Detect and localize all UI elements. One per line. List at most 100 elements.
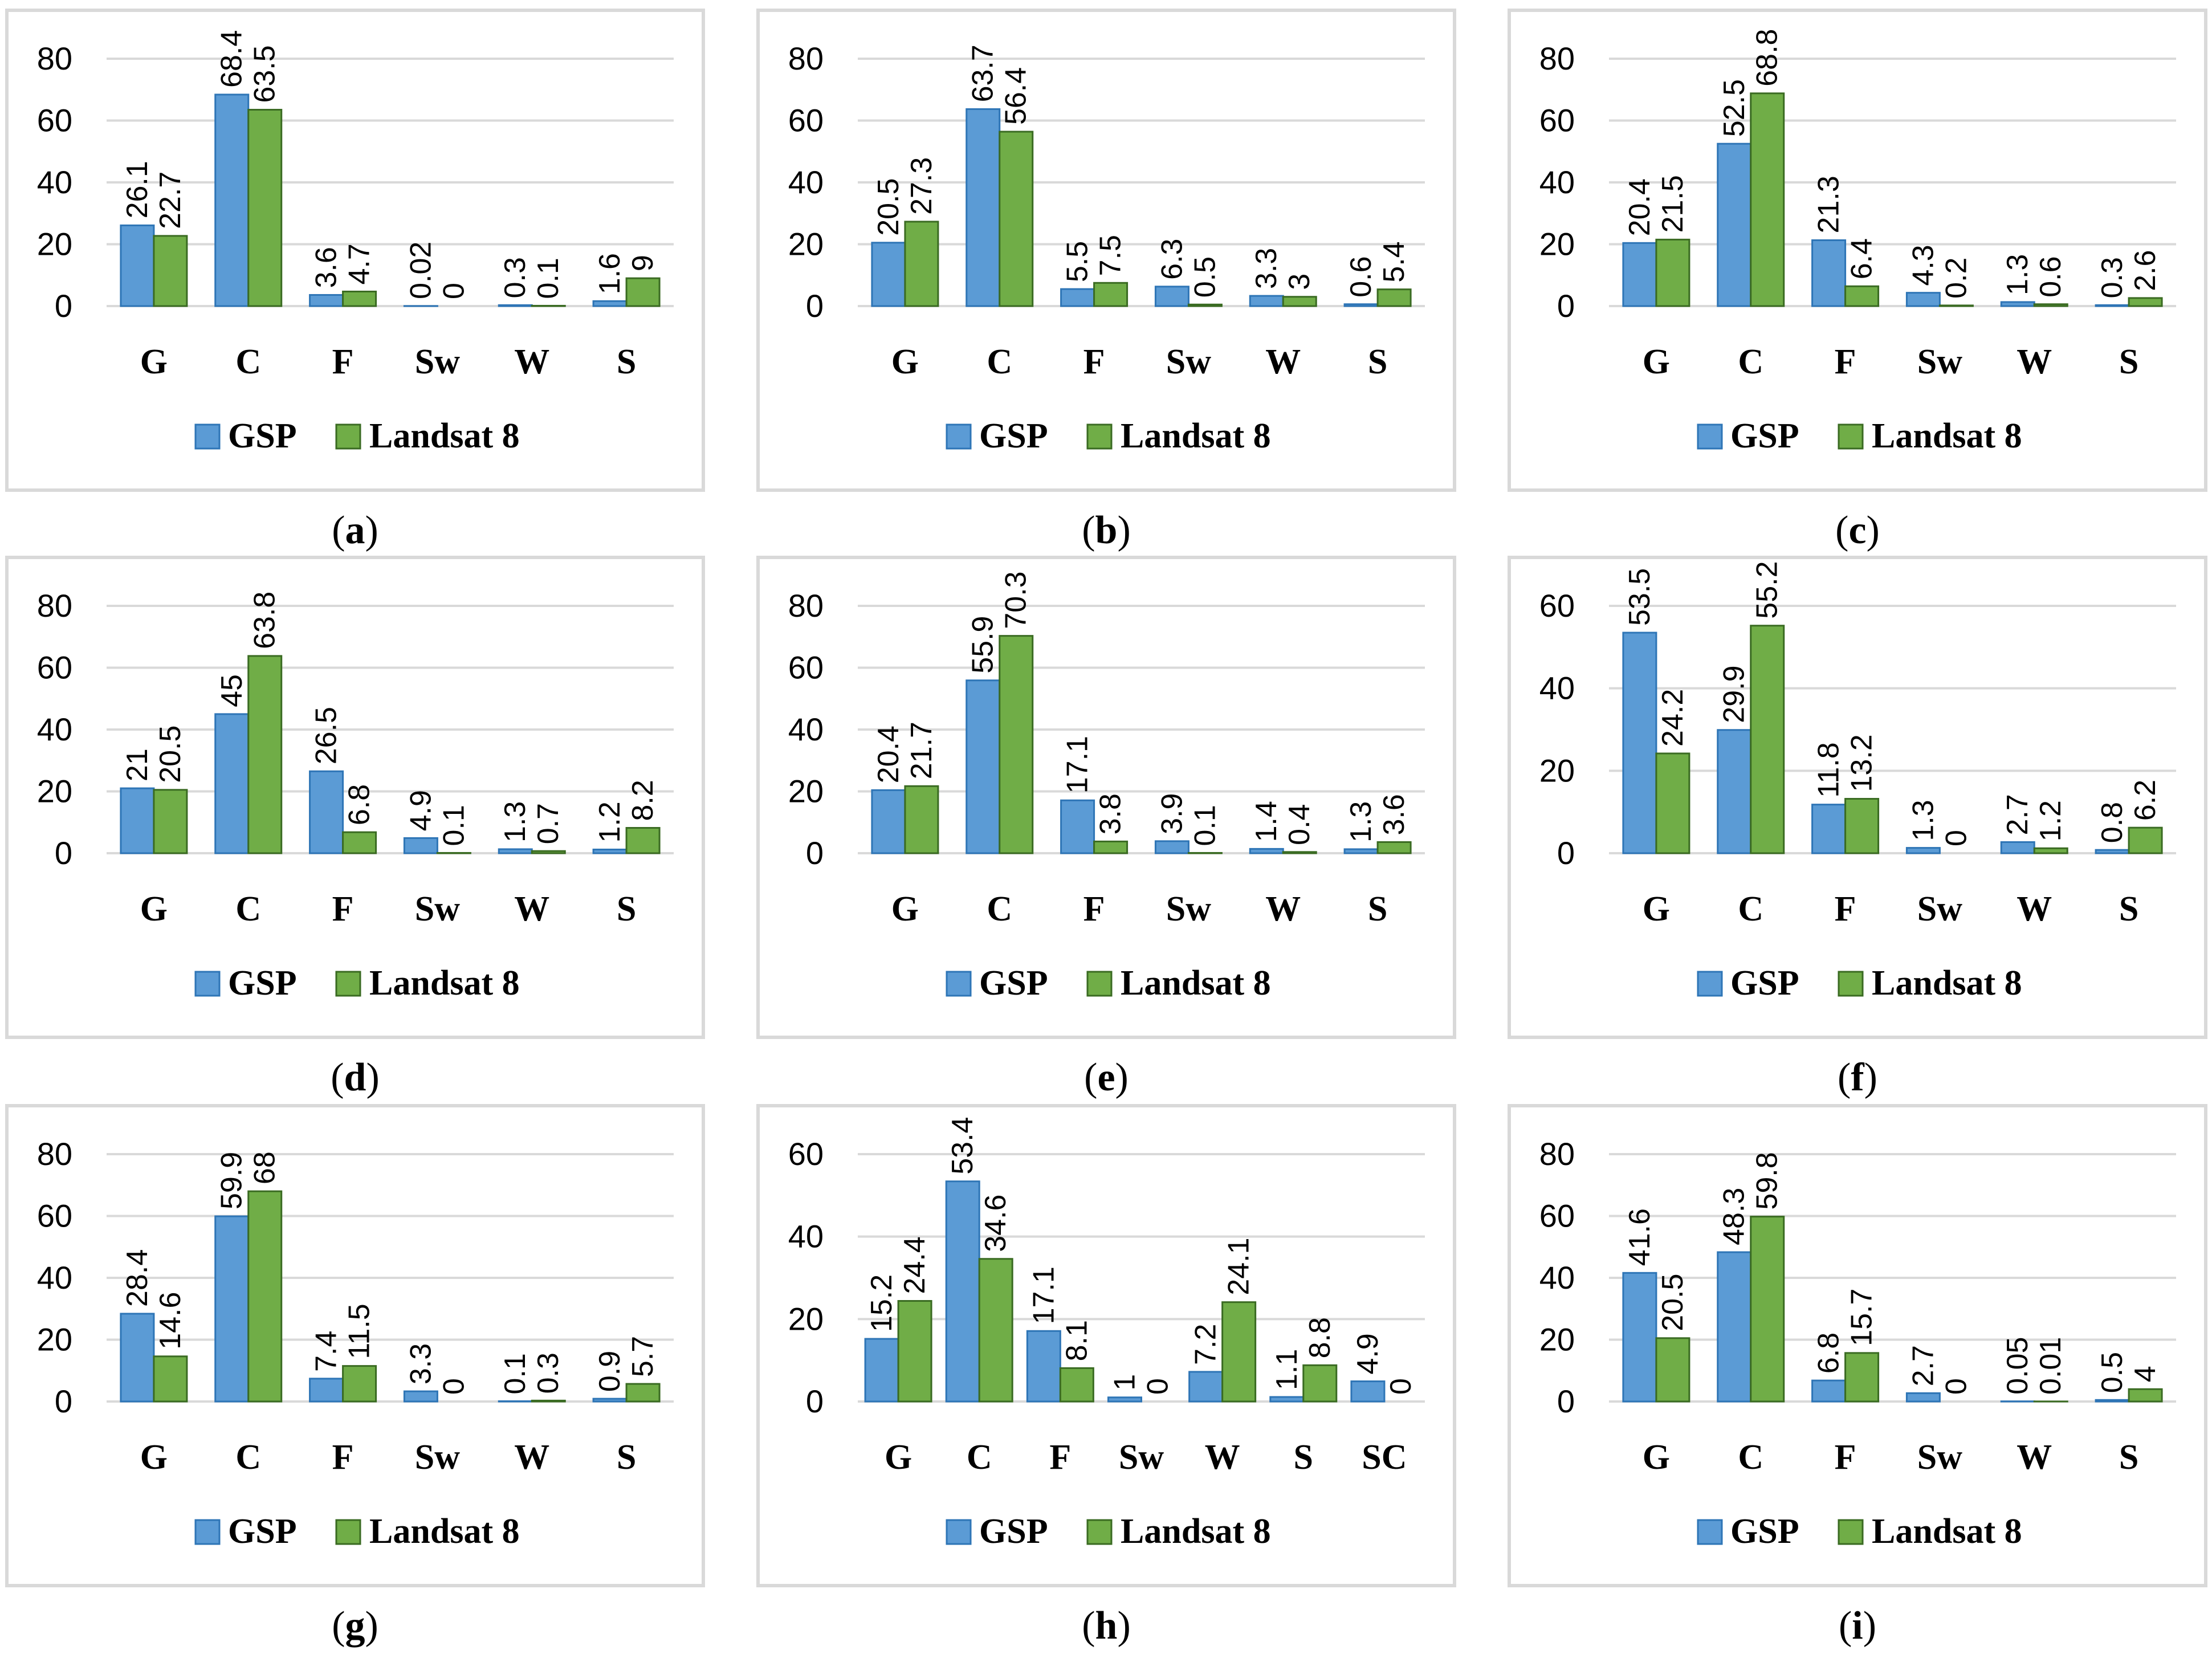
category-label: S: [1368, 890, 1387, 928]
data-label-gsp: 29.9: [1718, 666, 1751, 723]
category-label: Sw: [1166, 343, 1211, 381]
y-tick-label: 40: [37, 711, 72, 747]
bar-gsp: [2095, 849, 2130, 854]
bar-landsat: [904, 785, 939, 854]
category-label: S: [617, 343, 636, 381]
legend-swatch-landsat: [335, 423, 361, 450]
caption-letter: i: [1852, 1604, 1863, 1648]
data-label-landsat: 34.6: [979, 1195, 1012, 1252]
data-label-landsat: 4: [2129, 1366, 2162, 1382]
category-label: W: [2017, 1438, 2052, 1477]
bar-landsat: [1376, 288, 1412, 307]
bar-landsat: [2033, 847, 2068, 854]
category-label: C: [235, 1438, 261, 1477]
caption-paren-open: (: [1839, 1604, 1852, 1648]
bar-gsp: [1060, 288, 1095, 307]
data-label-gsp: 0.9: [593, 1351, 626, 1392]
y-tick-label: 0: [55, 835, 72, 871]
data-label-landsat: 0.1: [1188, 805, 1221, 846]
category-label: C: [967, 1438, 992, 1477]
bar-gsp: [1188, 1371, 1224, 1403]
legend-swatch-landsat: [1838, 423, 1864, 450]
y-tick-label: 40: [37, 164, 72, 200]
category-label: F: [1083, 343, 1105, 381]
y-tick-label: 60: [788, 1136, 824, 1172]
data-label-gsp: 45: [215, 674, 249, 707]
caption-paren-open: (: [332, 1604, 345, 1648]
data-label-landsat: 8.1: [1060, 1320, 1093, 1361]
bar-landsat: [1844, 1352, 1880, 1403]
chart-panel-i: 02040608041.620.5G48.359.8C6.815.7F2.70S…: [1508, 1104, 2207, 1648]
data-label-landsat: 4.7: [343, 243, 376, 284]
caption-paren-close: ): [1115, 1056, 1129, 1099]
bar-gsp: [1350, 1380, 1386, 1403]
category-label: Sw: [415, 890, 460, 928]
bar-gsp: [1905, 847, 1941, 854]
bar-gsp: [498, 304, 533, 307]
legend: GSP Landsat 8: [946, 417, 1271, 455]
category-label: S: [2119, 343, 2138, 381]
bar-landsat: [1655, 238, 1690, 307]
category-label: F: [1835, 343, 1856, 381]
data-label-gsp: 52.5: [1718, 79, 1751, 137]
bar-landsat: [1750, 1216, 1785, 1403]
legend-label-landsat: Landsat 8: [1121, 964, 1271, 1003]
caption-paren-open: (: [1838, 1056, 1851, 1099]
bar-landsat: [1655, 752, 1690, 854]
data-label-landsat: 27.3: [905, 157, 938, 215]
data-label-landsat: 0.6: [2034, 256, 2067, 297]
data-label-gsp: 55.9: [967, 616, 1000, 674]
data-label-landsat: 0.1: [437, 805, 470, 846]
bar-landsat: [1282, 296, 1317, 307]
category-label: G: [885, 1438, 912, 1477]
y-tick-label: 40: [37, 1260, 72, 1296]
legend-swatch-gsp: [1697, 971, 1723, 997]
caption-paren-open: (: [331, 1056, 344, 1099]
category-label: C: [235, 890, 261, 928]
category-label: W: [514, 343, 549, 381]
bar-landsat: [1059, 1367, 1094, 1403]
data-label-gsp: 21.3: [1812, 176, 1846, 233]
data-label-gsp: 3.3: [1250, 248, 1283, 289]
panel-caption: (h): [1082, 1604, 1131, 1648]
bar-gsp: [1269, 1396, 1305, 1403]
bar-landsat: [1221, 1301, 1257, 1403]
category-label: Sw: [415, 1438, 460, 1477]
data-label-landsat: 13.2: [1846, 734, 1879, 792]
data-label-landsat: 0.4: [1283, 804, 1316, 845]
y-tick-label: 60: [1539, 1198, 1575, 1234]
data-label-landsat: 1.2: [2034, 800, 2067, 841]
data-label-landsat: 24.2: [1656, 689, 1689, 747]
data-label-gsp: 2.7: [2001, 794, 2034, 835]
y-tick-label: 0: [1557, 288, 1575, 324]
bar-gsp: [1249, 295, 1284, 307]
data-label-landsat: 63.8: [249, 592, 282, 649]
category-label: C: [1738, 890, 1763, 928]
y-tick-label: 60: [788, 650, 824, 686]
data-label-gsp: 53.5: [1623, 568, 1656, 626]
bar-gsp: [592, 848, 628, 854]
category-label: W: [1265, 343, 1301, 381]
category-label: Sw: [1917, 1438, 1962, 1477]
caption-letter: d: [344, 1056, 366, 1099]
legend: GSP Landsat 8: [194, 964, 520, 1003]
data-label-landsat: 55.2: [1751, 561, 1784, 619]
bar-gsp: [309, 770, 344, 854]
y-tick-label: 40: [1539, 670, 1575, 706]
data-label-landsat: 63.5: [249, 45, 282, 103]
data-label-gsp: 15.2: [865, 1274, 898, 1332]
bar-gsp: [864, 1338, 899, 1403]
legend-swatch-landsat: [335, 971, 361, 997]
bar-landsat: [531, 1399, 566, 1403]
bar-gsp: [1154, 840, 1189, 854]
data-label-gsp: 63.7: [967, 44, 1000, 102]
bar-landsat: [897, 1300, 932, 1403]
data-label-landsat: 20.5: [154, 726, 187, 783]
bar-landsat: [1093, 840, 1129, 854]
bar-landsat: [999, 131, 1034, 307]
y-tick-label: 0: [55, 288, 72, 324]
data-label-gsp: 28.4: [121, 1249, 154, 1307]
legend-label-gsp: GSP: [228, 417, 297, 455]
category-label: C: [987, 890, 1012, 928]
